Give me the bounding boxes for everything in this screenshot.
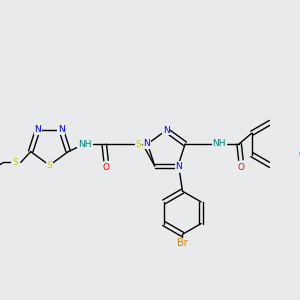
- Text: NH: NH: [213, 140, 226, 148]
- Text: O: O: [103, 163, 110, 172]
- Text: S: S: [13, 158, 18, 167]
- Text: S: S: [136, 140, 141, 149]
- Text: N: N: [143, 140, 150, 148]
- Text: N: N: [176, 161, 182, 170]
- Text: N: N: [58, 125, 64, 134]
- Text: Br: Br: [177, 238, 188, 248]
- Text: NH: NH: [78, 140, 91, 149]
- Text: S: S: [46, 161, 52, 170]
- Text: N: N: [34, 125, 41, 134]
- Text: O: O: [298, 150, 300, 159]
- Text: N: N: [163, 126, 170, 135]
- Text: O: O: [237, 163, 244, 172]
